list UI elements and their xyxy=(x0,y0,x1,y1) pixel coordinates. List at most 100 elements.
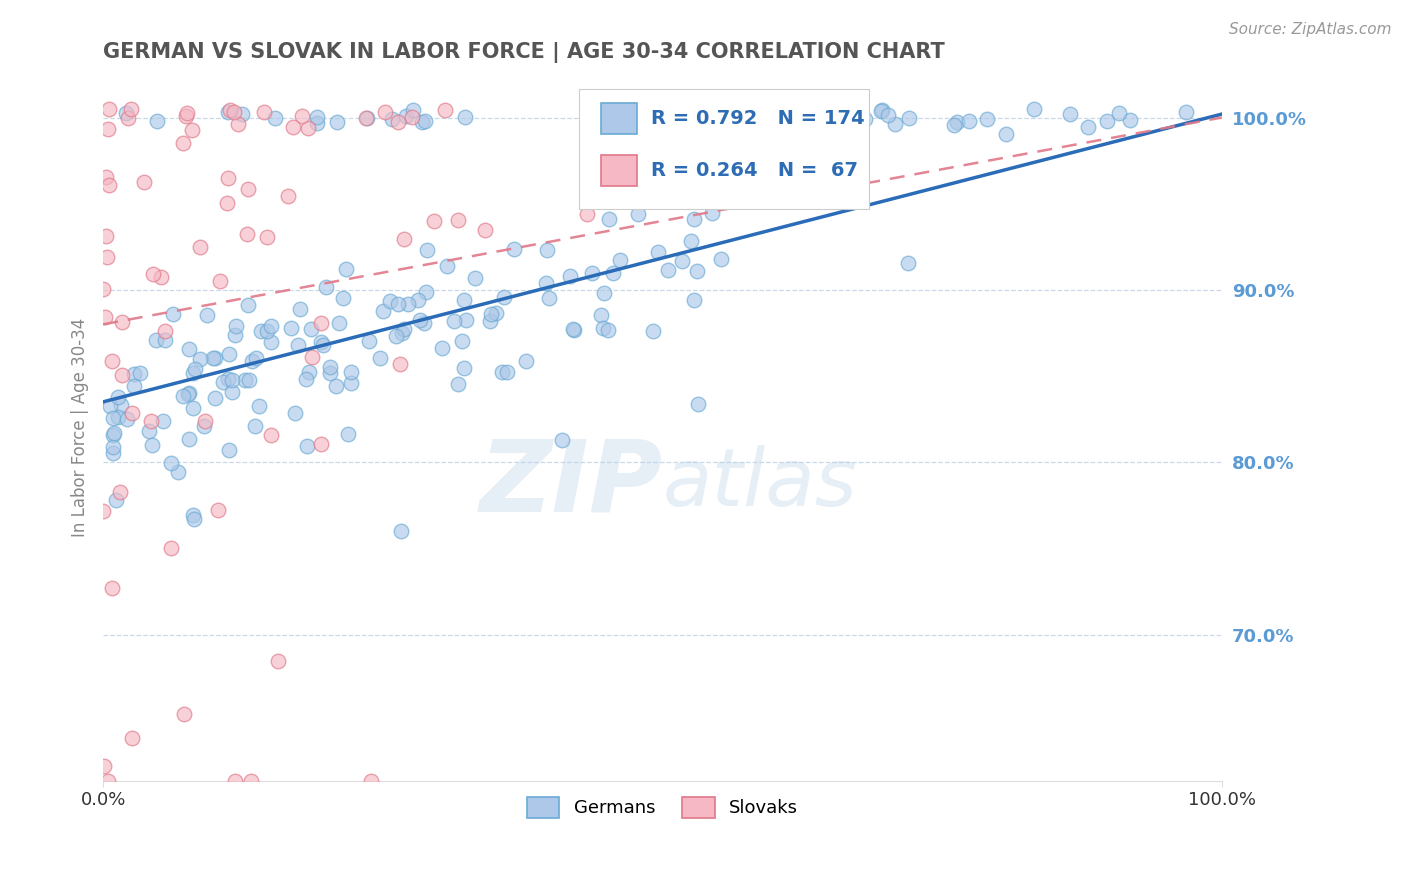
Point xyxy=(256,230,278,244)
Text: Source: ZipAtlas.com: Source: ZipAtlas.com xyxy=(1229,22,1392,37)
Point xyxy=(207,503,229,517)
Point xyxy=(291,109,314,123)
Point xyxy=(305,116,328,130)
Y-axis label: In Labor Force | Age 30-34: In Labor Force | Age 30-34 xyxy=(72,318,89,537)
Point xyxy=(957,114,980,128)
Point xyxy=(339,365,361,379)
Point xyxy=(340,376,363,390)
Point xyxy=(422,214,444,228)
Point xyxy=(107,409,129,424)
Point xyxy=(416,243,439,257)
Point xyxy=(190,240,212,254)
Point xyxy=(391,326,413,341)
Point xyxy=(202,351,225,365)
Point xyxy=(138,424,160,438)
Point xyxy=(479,307,502,321)
Point xyxy=(264,112,287,126)
Point xyxy=(287,338,309,352)
Point xyxy=(853,112,876,126)
Point xyxy=(225,318,247,333)
Point xyxy=(145,333,167,347)
Point xyxy=(1174,105,1197,120)
Point xyxy=(174,109,197,123)
Point xyxy=(335,261,357,276)
Point xyxy=(591,308,613,322)
Point xyxy=(108,485,131,500)
Point xyxy=(443,313,465,327)
Point xyxy=(319,367,342,381)
Point xyxy=(204,351,226,366)
Point xyxy=(700,205,723,219)
Point xyxy=(309,334,332,349)
Point xyxy=(117,112,139,126)
Point xyxy=(122,367,145,381)
Point xyxy=(356,111,378,125)
Point xyxy=(627,207,650,221)
Point xyxy=(212,375,235,389)
Point xyxy=(538,291,561,305)
Point xyxy=(581,266,603,280)
Point xyxy=(387,114,409,128)
Point xyxy=(139,414,162,428)
Point xyxy=(103,441,125,455)
Point xyxy=(260,428,283,442)
Point xyxy=(128,367,150,381)
Point xyxy=(392,232,415,246)
Point xyxy=(103,426,125,441)
Point xyxy=(162,307,184,321)
Point xyxy=(976,112,998,126)
Point xyxy=(181,123,204,137)
Point xyxy=(884,117,907,131)
Point xyxy=(536,243,558,257)
Point xyxy=(288,301,311,316)
Point xyxy=(1108,106,1130,120)
Point xyxy=(643,324,665,338)
Point xyxy=(239,774,262,789)
Point xyxy=(181,508,204,523)
Point xyxy=(683,293,706,308)
Point xyxy=(401,110,423,124)
Point xyxy=(208,274,231,288)
Point xyxy=(94,228,117,243)
Point xyxy=(177,432,200,446)
Point xyxy=(946,114,969,128)
Point xyxy=(558,269,581,284)
Point xyxy=(266,654,288,668)
Point xyxy=(177,386,200,401)
Point xyxy=(368,351,391,366)
Point xyxy=(387,297,409,311)
Point xyxy=(371,303,394,318)
Point xyxy=(142,267,165,281)
Point xyxy=(253,105,276,120)
Point xyxy=(870,104,893,119)
Point xyxy=(688,397,710,411)
Point xyxy=(385,329,408,343)
Point xyxy=(446,213,468,227)
Point xyxy=(101,410,124,425)
Point xyxy=(221,384,243,399)
Point xyxy=(224,328,246,343)
Point xyxy=(115,105,138,120)
Point xyxy=(132,175,155,189)
Point xyxy=(328,316,350,330)
Point xyxy=(256,324,278,338)
Point xyxy=(177,386,200,401)
FancyBboxPatch shape xyxy=(579,88,869,209)
Point xyxy=(159,541,181,555)
Point xyxy=(1059,107,1081,121)
Point xyxy=(413,316,436,330)
Point xyxy=(319,360,342,375)
Point xyxy=(406,293,429,308)
Point xyxy=(233,373,256,387)
Point xyxy=(101,581,124,595)
Text: GERMAN VS SLOVAK IN LABOR FORCE | AGE 30-34 CORRELATION CHART: GERMAN VS SLOVAK IN LABOR FORCE | AGE 30… xyxy=(103,42,945,62)
Point xyxy=(149,270,172,285)
Point xyxy=(307,111,329,125)
Point xyxy=(451,334,474,348)
Point xyxy=(245,418,267,433)
Point xyxy=(411,115,433,129)
Point xyxy=(295,439,318,453)
Text: R = 0.792   N = 174: R = 0.792 N = 174 xyxy=(651,110,865,128)
Point xyxy=(1077,120,1099,134)
Point xyxy=(91,282,114,296)
